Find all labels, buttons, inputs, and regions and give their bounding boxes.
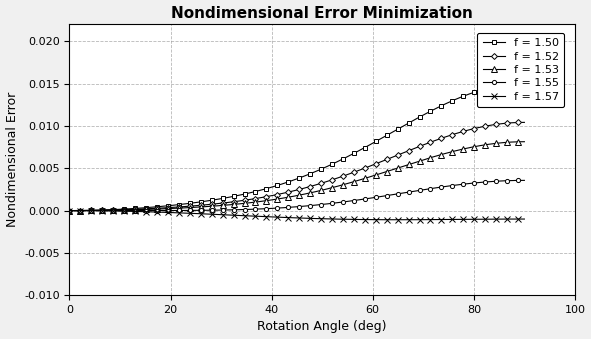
f = 1.57	[521, 217, 528, 221]
Line: f = 1.52: f = 1.52	[67, 120, 527, 213]
Title: Nondimensional Error Minimization: Nondimensional Error Minimization	[171, 5, 473, 21]
f = 1.50	[282, 181, 289, 185]
f = 1.57	[440, 218, 447, 222]
f = 1.55	[66, 208, 73, 213]
f = 1.55	[510, 178, 517, 182]
f = 1.52	[312, 183, 319, 187]
f = 1.53	[282, 196, 289, 200]
f = 1.53	[285, 195, 292, 199]
f = 1.50	[439, 103, 446, 107]
f = 1.57	[66, 208, 73, 213]
f = 1.55	[337, 200, 344, 204]
f = 1.53	[66, 208, 73, 213]
f = 1.57	[285, 216, 292, 220]
f = 1.55	[285, 205, 292, 210]
f = 1.53	[337, 183, 344, 187]
f = 1.50	[312, 170, 319, 174]
f = 1.53	[312, 190, 319, 194]
f = 1.52	[66, 208, 73, 213]
f = 1.55	[521, 178, 528, 182]
f = 1.55	[312, 203, 319, 207]
f = 1.50	[285, 180, 292, 184]
f = 1.57	[394, 218, 401, 222]
X-axis label: Rotation Angle (deg): Rotation Angle (deg)	[258, 320, 387, 334]
f = 1.50	[66, 208, 73, 213]
Legend: f = 1.50, f = 1.52, f = 1.53, f = 1.55, f = 1.57: f = 1.50, f = 1.52, f = 1.53, f = 1.55, …	[477, 33, 564, 107]
f = 1.55	[282, 205, 289, 210]
f = 1.53	[439, 152, 446, 156]
Line: f = 1.55: f = 1.55	[67, 178, 527, 213]
f = 1.52	[510, 121, 517, 125]
Line: f = 1.57: f = 1.57	[67, 208, 527, 222]
f = 1.57	[282, 216, 289, 220]
f = 1.50	[521, 82, 528, 86]
f = 1.57	[337, 217, 344, 221]
Y-axis label: Nondimensional Error: Nondimensional Error	[5, 92, 18, 227]
f = 1.52	[439, 136, 446, 140]
f = 1.50	[510, 82, 517, 86]
f = 1.57	[511, 217, 518, 221]
f = 1.57	[312, 217, 319, 221]
f = 1.52	[285, 190, 292, 194]
Line: f = 1.50: f = 1.50	[67, 82, 527, 213]
f = 1.53	[521, 140, 528, 144]
f = 1.50	[337, 158, 344, 162]
f = 1.55	[439, 185, 446, 189]
f = 1.52	[282, 191, 289, 195]
f = 1.53	[510, 140, 517, 144]
f = 1.52	[337, 175, 344, 179]
f = 1.52	[521, 120, 528, 124]
Line: f = 1.53: f = 1.53	[67, 139, 527, 213]
